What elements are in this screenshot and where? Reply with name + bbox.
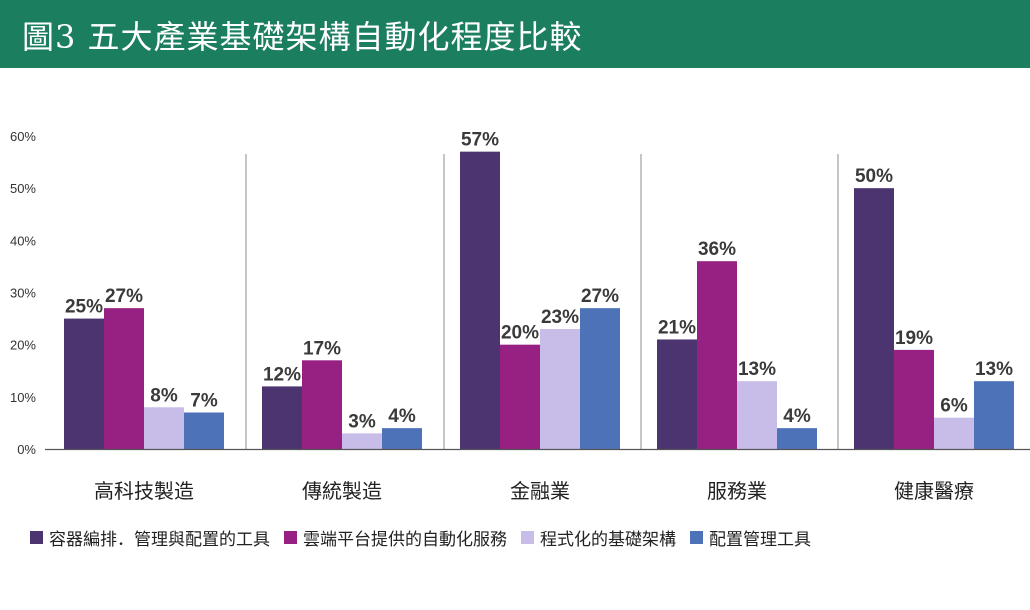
data-label: 17% (303, 338, 341, 359)
data-label: 36% (698, 239, 736, 260)
data-label: 3% (348, 411, 376, 432)
title-banner: 圖3 五大產業基礎架構自動化程度比較 (0, 0, 1030, 68)
chart-legend: 容器編排．管理與配置的工具 雲端平台提供的自動化服務 程式化的基礎架構 配置管理工具 (30, 525, 825, 550)
category-label: 傳統製造 (302, 479, 382, 503)
y-tick-label: 30% (10, 286, 36, 301)
bar-3 (342, 433, 382, 449)
bar-1 (854, 188, 894, 449)
y-tick-label: 40% (10, 233, 36, 248)
y-tick-label: 50% (10, 181, 36, 196)
bar-2 (302, 360, 342, 449)
bar-1 (64, 318, 104, 449)
bar-1 (460, 151, 500, 449)
data-label: 23% (541, 307, 579, 328)
bar-1 (262, 386, 302, 449)
data-label: 19% (895, 328, 933, 349)
bar-2 (697, 261, 737, 449)
legend-label: 雲端平台提供的自動化服務 (303, 530, 507, 550)
category-label: 高科技製造 (94, 479, 194, 503)
data-label: 8% (150, 385, 178, 406)
category-label: 健康醫療 (894, 479, 974, 503)
data-label: 4% (388, 406, 416, 427)
legend-swatch (284, 531, 297, 544)
data-label: 12% (263, 364, 301, 385)
y-tick-label: 60% (10, 129, 36, 144)
data-label: 57% (461, 130, 499, 151)
legend-label: 容器編排．管理與配置的工具 (49, 530, 270, 550)
legend-label: 程式化的基礎架構 (540, 530, 676, 550)
data-label: 20% (501, 323, 539, 344)
category-label: 金融業 (510, 479, 570, 503)
data-label: 4% (783, 406, 811, 427)
bar-2 (500, 344, 540, 449)
data-label: 7% (190, 390, 218, 411)
data-label: 13% (738, 359, 776, 380)
bar-3 (540, 329, 580, 449)
legend-swatch (690, 531, 703, 544)
category-label: 服務業 (707, 479, 767, 503)
legend-swatch (30, 531, 43, 544)
bar-4 (184, 412, 224, 449)
data-label: 6% (940, 396, 968, 417)
legend-item: 雲端平台提供的自動化服務 (284, 525, 507, 550)
legend-item: 程式化的基礎架構 (521, 525, 676, 550)
bar-3 (737, 381, 777, 449)
bar-4 (382, 428, 422, 449)
y-tick-label: 10% (10, 390, 36, 405)
bar-2 (104, 308, 144, 449)
bar-4 (580, 308, 620, 449)
bar-3 (934, 417, 974, 449)
data-label: 25% (65, 297, 103, 318)
legend-swatch (521, 531, 534, 544)
legend-label: 配置管理工具 (709, 530, 811, 550)
data-label: 27% (581, 286, 619, 307)
bar-4 (777, 428, 817, 449)
legend-item: 配置管理工具 (690, 525, 811, 550)
bar-4 (974, 381, 1014, 449)
bar-chart: 0% 10% 20% 30% 40% 50% 60% 25% 12% 57% 21% 50% 27% 17… (10, 129, 1030, 503)
data-label: 27% (105, 286, 143, 307)
data-label: 13% (975, 359, 1013, 380)
data-label: 21% (658, 317, 696, 338)
data-label: 50% (855, 166, 893, 187)
bar-3 (144, 407, 184, 449)
bar-1 (657, 339, 697, 449)
y-tick-label: 20% (10, 338, 36, 353)
chart-title: 圖3 五大產業基礎架構自動化程度比較 (22, 18, 583, 56)
legend-item: 容器編排．管理與配置的工具 (30, 525, 270, 550)
y-tick-label: 0% (17, 442, 36, 457)
bar-2 (894, 349, 934, 449)
